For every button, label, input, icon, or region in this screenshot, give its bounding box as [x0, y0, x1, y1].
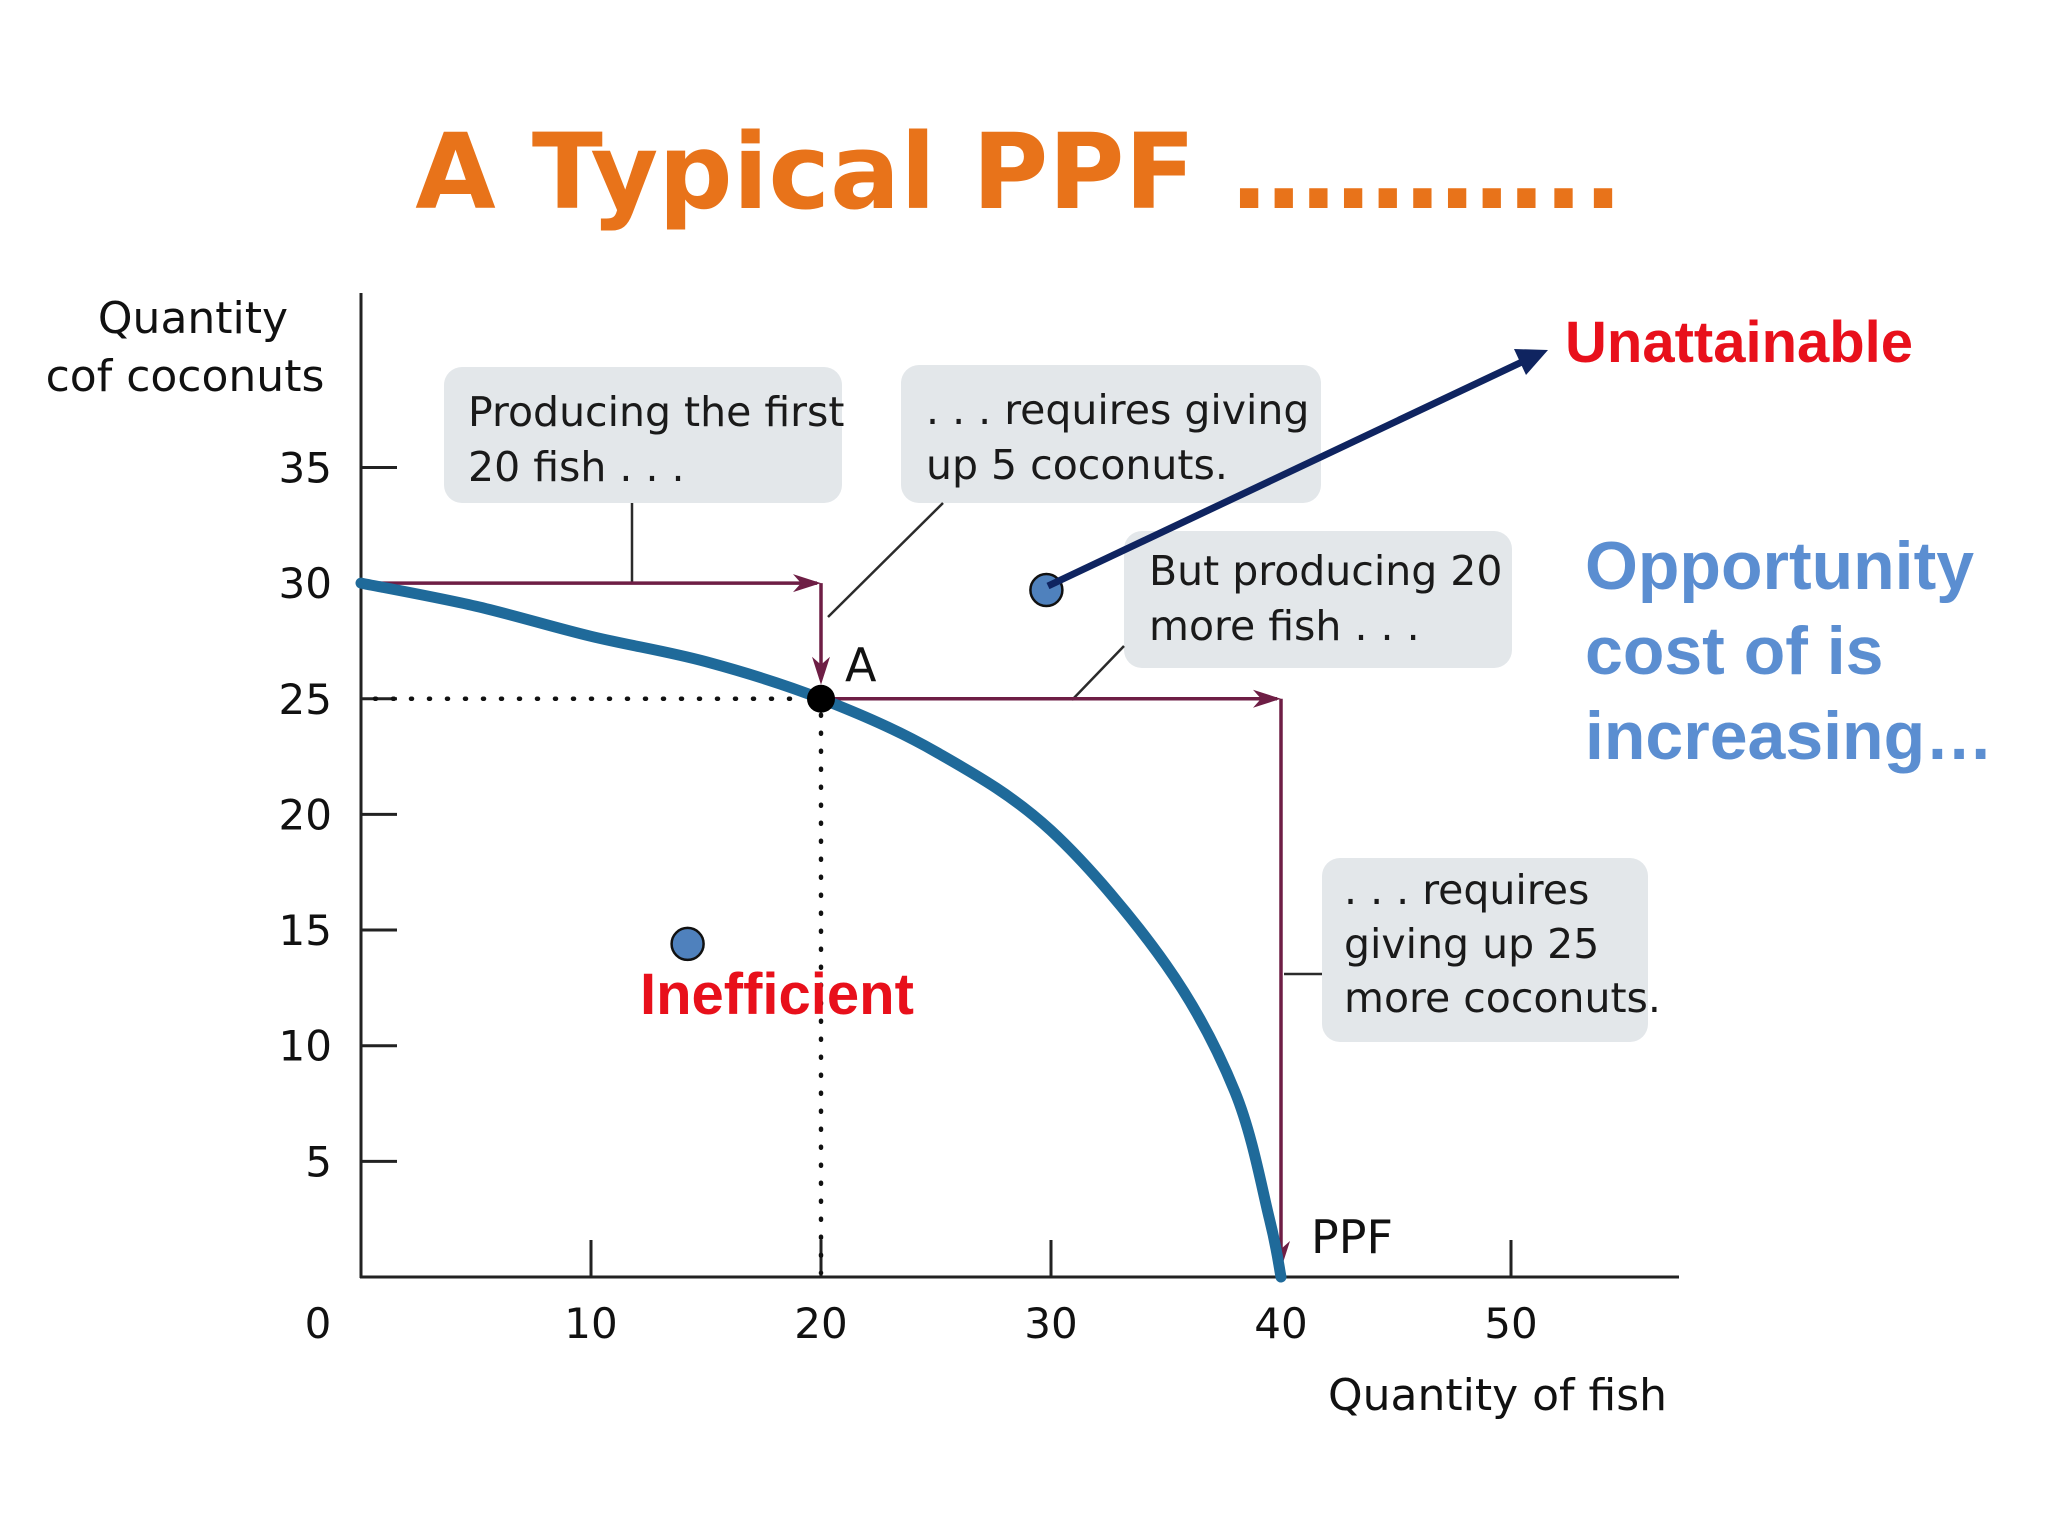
callout-requires-5-coconuts: . . . requires giving up 5 coconuts. — [901, 365, 1321, 503]
unattainable-arrow-head — [1514, 349, 1548, 375]
callout-20-more-fish: But producing 20 more fish . . . — [1124, 531, 1512, 668]
callout-4-line-2: giving up 25 — [1344, 920, 1599, 968]
x-tick-label-20: 20 — [794, 1299, 847, 1348]
opportunity-cost-line-3: increasing… — [1585, 698, 1993, 774]
opportunity-cost-line-2: cost of is — [1585, 613, 1884, 689]
leader-20-more-fish — [1071, 645, 1125, 701]
y-tick-label-25: 25 — [279, 675, 332, 724]
y-tick-label-10: 10 — [279, 1022, 332, 1071]
leader-requires-5-coconuts — [827, 502, 944, 618]
y-tick-label-5: 5 — [305, 1137, 332, 1186]
unattainable-arrow-line — [1046, 357, 1526, 590]
callout-leaders — [630, 502, 1322, 976]
points: PPF A — [670, 572, 1393, 1264]
unattainable-label: Unattainable — [1565, 310, 1913, 375]
origin-label: 0 — [305, 1299, 332, 1348]
y-tick-label-30: 30 — [279, 559, 332, 608]
guide-lines — [361, 574, 1290, 1276]
y-tick-label-20: 20 — [279, 790, 332, 839]
point-a — [807, 684, 835, 713]
y-ticks: 5 10 15 20 25 30 35 — [279, 443, 397, 1186]
callout-1-line-1: Producing the first — [468, 388, 844, 436]
callout-first-20-fish: Producing the first 20 fish . . . — [444, 367, 844, 503]
callout-4-line-3: more coconuts. — [1344, 974, 1661, 1022]
callout-1-line-2: 20 fish . . . — [468, 443, 685, 491]
x-tick-label-40: 40 — [1254, 1299, 1307, 1348]
x-tick-label-50: 50 — [1484, 1299, 1537, 1348]
guide-arrowhead-first-20-fish — [793, 574, 821, 593]
inefficient-point — [670, 926, 705, 962]
ppf-curve — [355, 577, 1287, 1283]
x-ticks: 10 20 30 40 50 — [564, 1240, 1538, 1348]
callout-2-line-1: . . . requires giving — [926, 386, 1309, 434]
slide-title: A Typical PPF ……….. — [415, 111, 1623, 233]
callout-requires-25-coconuts: . . . requires giving up 25 more coconut… — [1322, 858, 1661, 1042]
x-tick-label-30: 30 — [1024, 1299, 1077, 1348]
axes — [359, 293, 1679, 1279]
y-tick-label-15: 15 — [279, 906, 332, 955]
ppf-label: PPF — [1311, 1210, 1393, 1264]
guide-arrowhead-20-more-fish — [1253, 689, 1281, 708]
callout-4-line-1: . . . requires — [1344, 866, 1589, 914]
x-axis-label: Quantity of fish — [1328, 1370, 1667, 1421]
guide-arrowhead-give-up-5 — [812, 656, 830, 685]
callout-3-line-2: more fish . . . — [1149, 602, 1420, 650]
callout-3-line-1: But producing 20 — [1149, 547, 1502, 595]
unattainable-arrow — [1046, 349, 1548, 590]
point-a-label: A — [845, 638, 877, 692]
y-tick-label-35: 35 — [279, 443, 332, 492]
y-axis-label-line-2: cof coconuts — [46, 351, 325, 402]
callout-2-line-2: up 5 coconuts. — [926, 441, 1228, 489]
opportunity-cost-line-1: Opportunity — [1585, 528, 1974, 604]
x-tick-label-10: 10 — [564, 1299, 617, 1348]
inefficient-label: Inefficient — [640, 962, 914, 1027]
y-axis-label-line-1: Quantity — [98, 293, 288, 344]
